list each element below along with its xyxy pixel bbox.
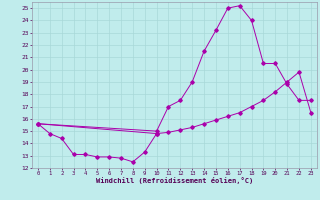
X-axis label: Windchill (Refroidissement éolien,°C): Windchill (Refroidissement éolien,°C) [96,177,253,184]
